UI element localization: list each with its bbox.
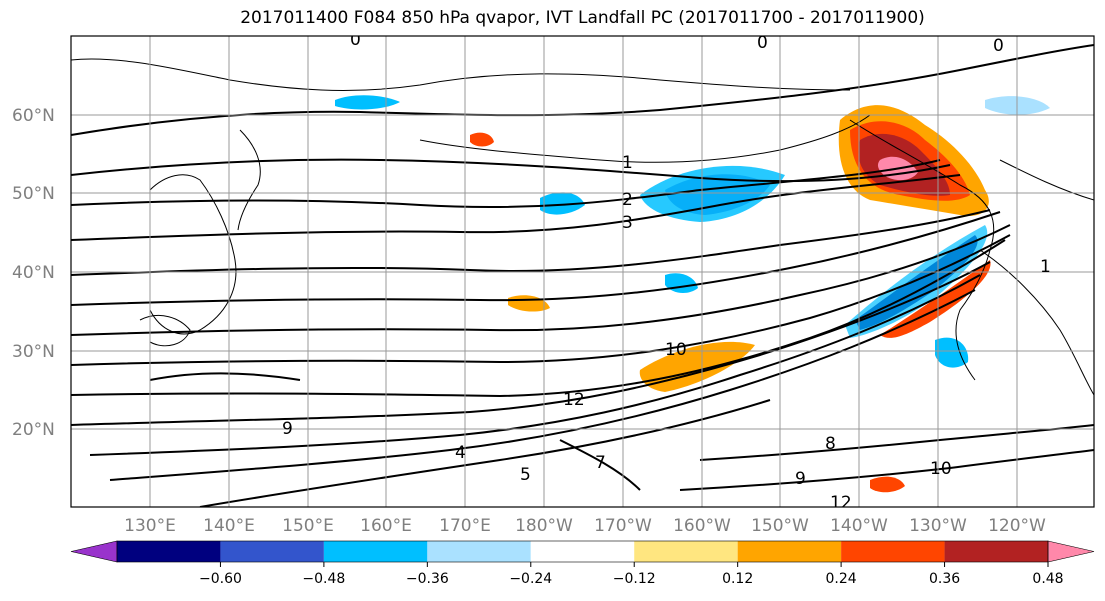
graticule: [71, 36, 1094, 507]
lat-label: 60°N: [12, 106, 55, 126]
negative-anomaly-small-3: [935, 337, 969, 368]
contour-label: 7: [595, 453, 606, 473]
colorbar-segment: [427, 541, 531, 562]
lon-label: 180°W: [515, 516, 573, 536]
lon-label: 170°E: [439, 516, 491, 536]
contour-label: 10: [665, 340, 687, 360]
colorbar-extend-low: [70, 540, 118, 563]
colorbar-tick-label: 0.48: [1032, 571, 1063, 587]
lon-label: 130°E: [124, 516, 176, 536]
colorbar-tick-label: −0.24: [509, 571, 552, 587]
negative-anomaly-small-2: [540, 192, 585, 215]
colorbar-tick-label: −0.48: [302, 571, 345, 587]
colorbar-tick-label: 0.36: [929, 571, 960, 587]
colorbar-outline: [116, 540, 1049, 563]
contour-label: 1: [1040, 257, 1051, 277]
positive-anomaly-small-1: [470, 132, 494, 147]
lat-label: 50°N: [12, 184, 55, 204]
coastlines: [71, 58, 1094, 396]
colorbar-segment: [530, 541, 635, 562]
figure-title: 2017011400 F084 850 hPa qvapor, IVT Land…: [240, 8, 925, 28]
contour-label: 5: [520, 465, 531, 485]
colorbar-tick-label: −0.12: [613, 571, 656, 587]
colorbar-tick-label: −0.60: [199, 571, 242, 587]
contour-label: 3: [622, 213, 633, 233]
contour-label: 12: [830, 493, 852, 513]
map-border: [70, 35, 1095, 508]
longitude-labels: 130°E 140°E 150°E 160°E 170°E 180°W 170°…: [124, 516, 1046, 536]
negative-anomaly-small-1: [335, 95, 400, 110]
map-content: 0 0 0 1 2 3 4 5 9 10 12 7 8 9 12 10 1: [71, 30, 1094, 513]
contour-label: 10: [930, 459, 952, 479]
colorbar-tick-label: −0.36: [406, 571, 449, 587]
colorbar-segment: [117, 541, 221, 562]
positive-anomaly-small-3: [870, 476, 905, 493]
colorbar-segment: [944, 541, 1048, 562]
contour-label: 9: [795, 469, 806, 489]
lat-label: 40°N: [12, 263, 55, 283]
colorbar-extend-high: [1047, 540, 1095, 563]
contour-label: 1: [622, 153, 633, 173]
lon-label: 120°W: [988, 516, 1046, 536]
colorbar-segment: [323, 541, 428, 562]
contour-label: 12: [563, 390, 585, 410]
contour-label: 4: [455, 443, 466, 463]
contour-label: 0: [757, 33, 768, 53]
colorbar-segment: [841, 541, 945, 562]
contour-label: 0: [350, 30, 361, 50]
lon-label: 150°E: [282, 516, 334, 536]
colorbar-segment: [737, 541, 842, 562]
contour-label: 0: [993, 36, 1004, 56]
lon-label: 140°E: [203, 516, 255, 536]
lon-label: 170°W: [594, 516, 652, 536]
latitude-labels: 60°N 50°N 40°N 30°N 20°N: [12, 106, 55, 440]
lon-label: 150°W: [751, 516, 809, 536]
lon-label: 160°E: [360, 516, 412, 536]
colorbar-segment: [220, 541, 324, 562]
contour-label: 2: [622, 190, 633, 210]
lon-label: 130°W: [909, 516, 967, 536]
contour-label: 9: [282, 419, 293, 439]
colorbar-segment: [634, 541, 738, 562]
contour-labels: 0 0 0 1 2 3 4 5 9 10 12 7 8 9 12 10 1: [282, 30, 1051, 513]
lon-label: 140°W: [830, 516, 888, 536]
lat-label: 30°N: [12, 342, 55, 362]
lat-label: 20°N: [12, 420, 55, 440]
colorbar: −0.60 −0.48 −0.36 −0.24 −0.12 0.12 0.24 0.36 0.4…: [70, 540, 1095, 587]
colorbar-tick-label: 0.24: [826, 571, 857, 587]
contour-label: 8: [825, 434, 836, 454]
colorbar-tick-label: 0.12: [722, 571, 753, 587]
lon-label: 160°W: [673, 516, 731, 536]
